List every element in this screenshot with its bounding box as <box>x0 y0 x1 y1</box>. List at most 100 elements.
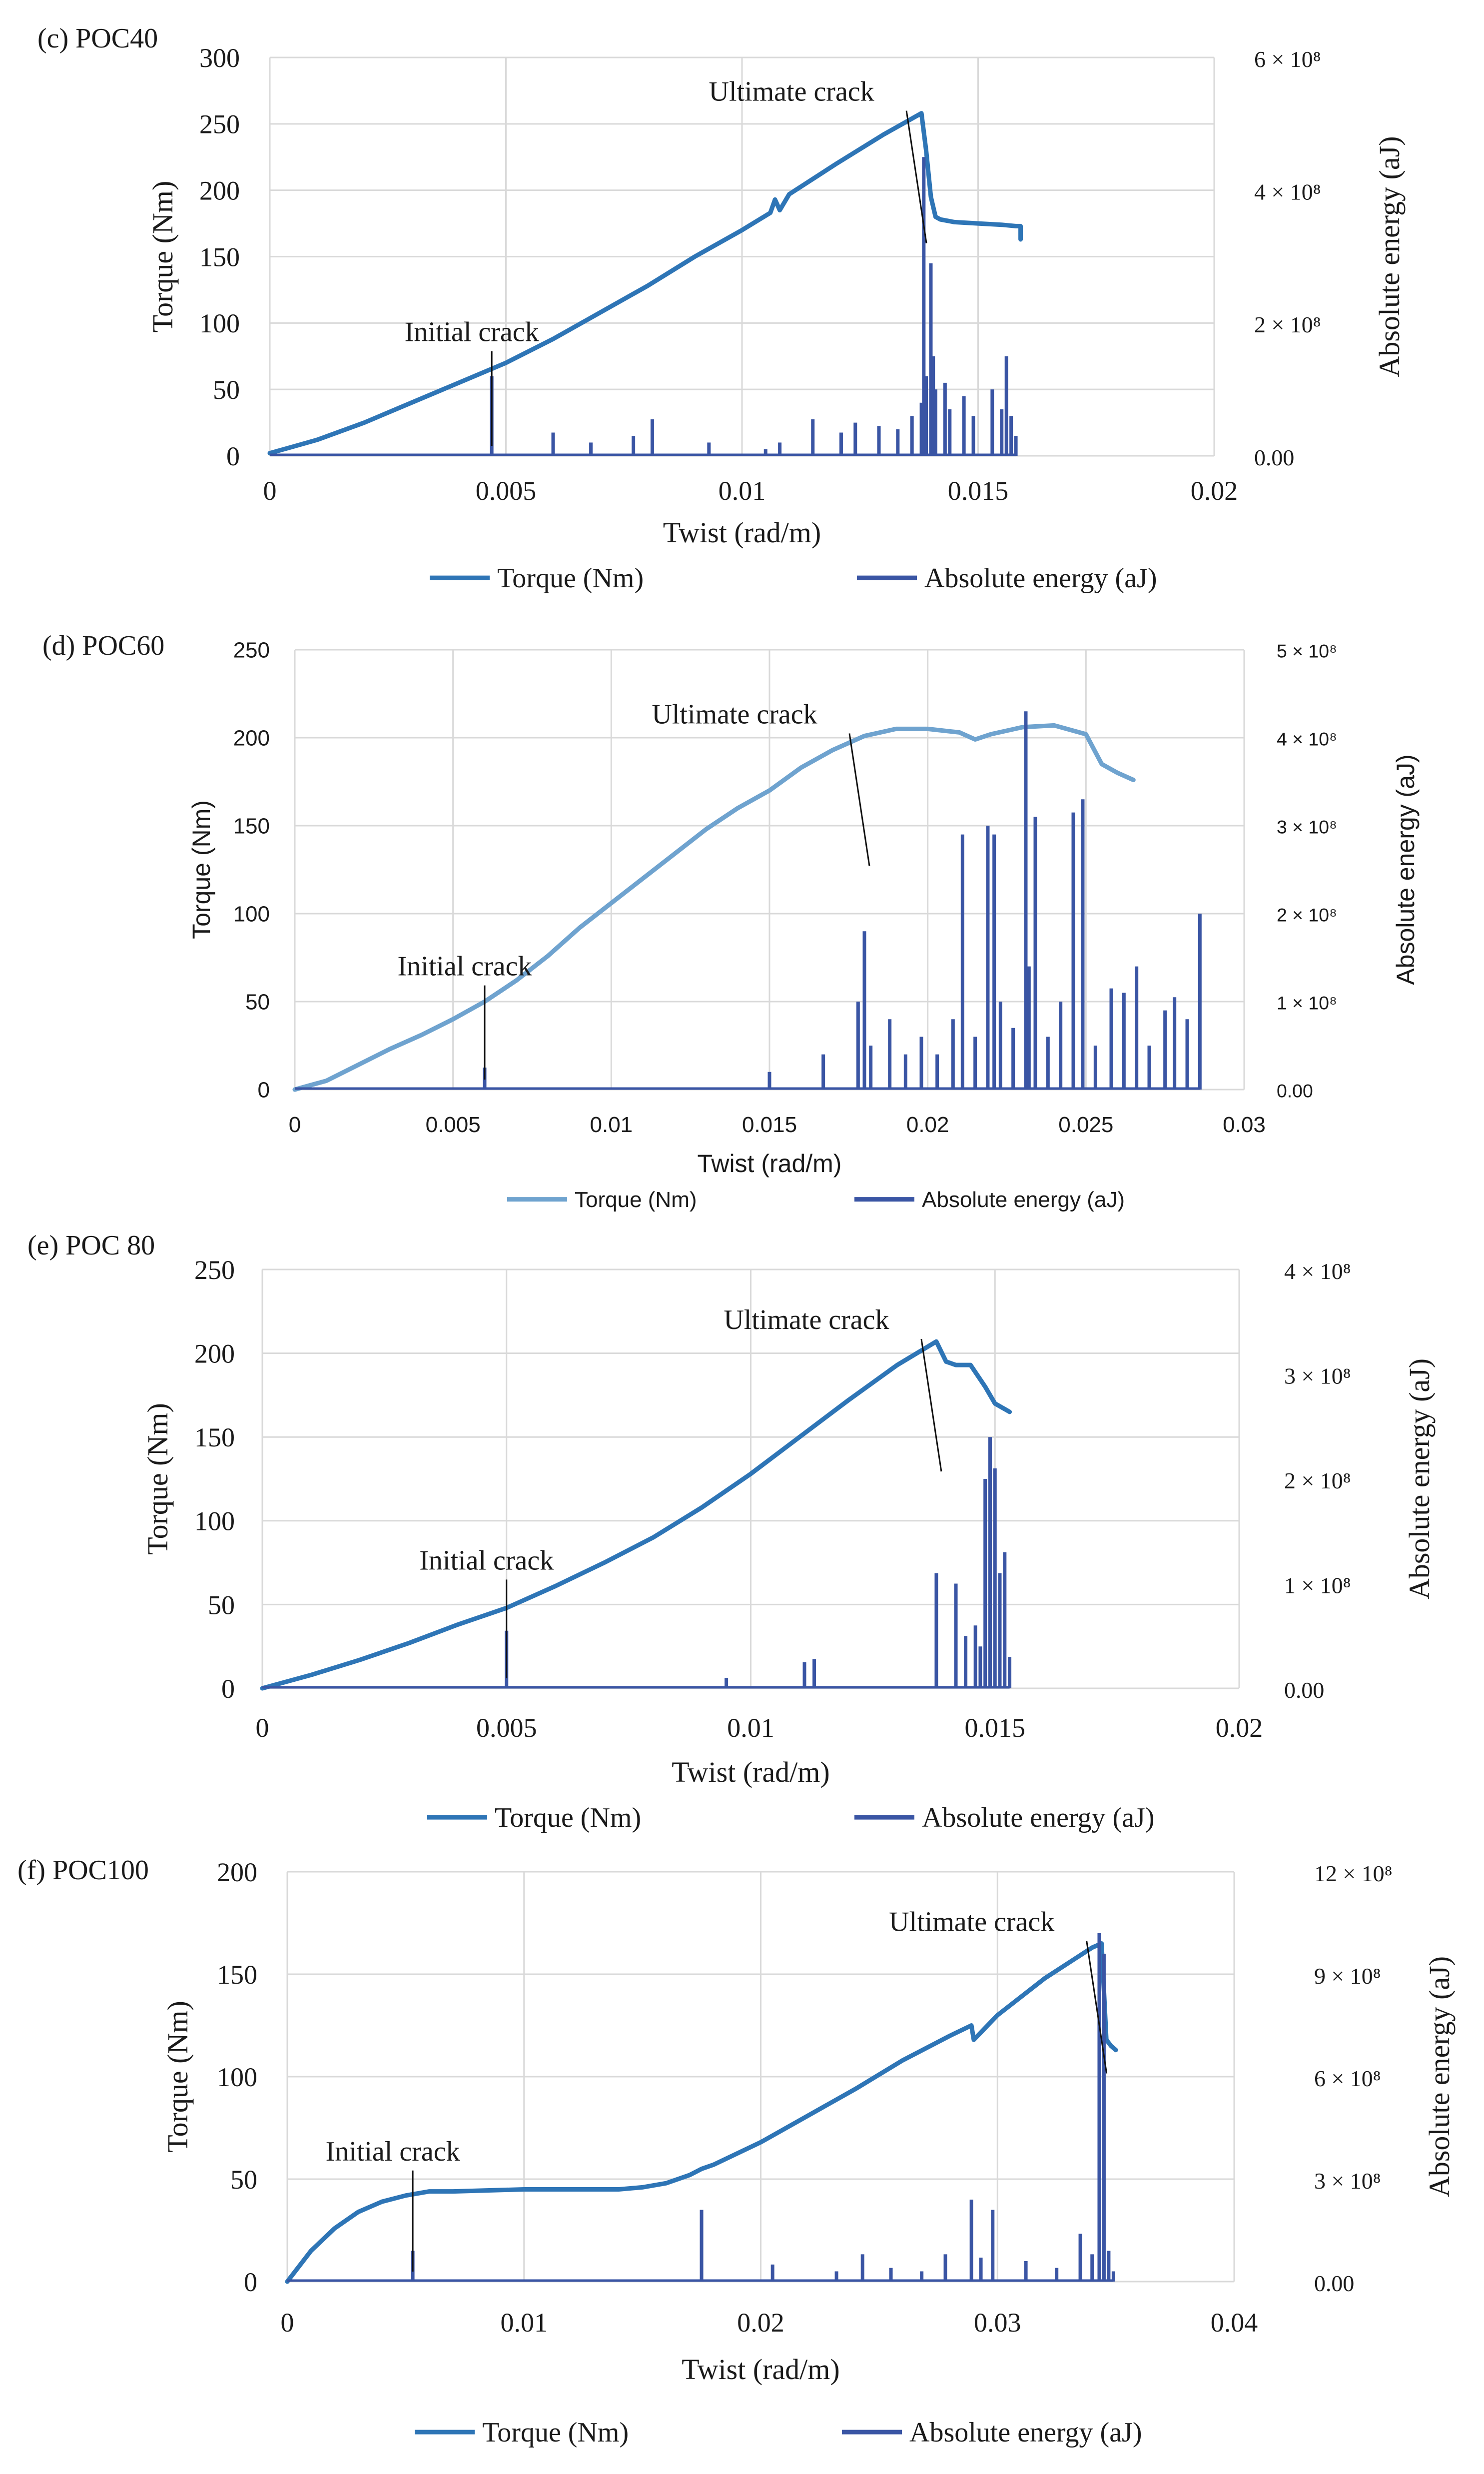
y-tick-label: 100 <box>199 308 240 338</box>
annotation-label: Ultimate crack <box>652 699 817 730</box>
y-tick-label: 0 <box>226 441 240 471</box>
legend-label: Torque (Nm) <box>495 1802 641 1833</box>
chart-panel-e: 0 0.005 0.01 0.015 0.02 0 50 100 150 200 250 0.00 1 … <box>27 1230 1436 1833</box>
y-tick-label: 150 <box>233 814 270 838</box>
torque-line <box>260 1339 1012 1691</box>
y2-tick-label: 0.00 <box>1314 2271 1354 2296</box>
y2-tick-label: 12 × 10⁸ <box>1314 1861 1393 1886</box>
y2-tick-label: 5 × 10⁸ <box>1277 640 1337 661</box>
y2-axis-label: Absolute energy (aJ) <box>1392 754 1420 985</box>
legend: Torque (Nm) Absolute energy (aJ) <box>507 1188 1125 1212</box>
annotation-label: Initial crack <box>326 2136 460 2167</box>
x-tick-label: 0.03 <box>974 2308 1021 2338</box>
annotation-label: Initial crack <box>405 317 539 348</box>
y2-tick-label: 1 × 10⁸ <box>1277 992 1337 1013</box>
x-axis-label: Twist (rad/m) <box>698 1150 842 1178</box>
y2-tick-label: 4 × 10⁸ <box>1277 728 1337 749</box>
y-tick-label: 100 <box>217 2062 257 2092</box>
y2-tick-label: 0.00 <box>1254 445 1294 470</box>
chart-panel-c: 0 0.005 0.01 0.015 0.02 0 50 100 150 200 250 300 0.0… <box>37 23 1406 594</box>
y-tick-label: 50 <box>245 990 270 1014</box>
y-tick-label: 0 <box>221 1674 235 1704</box>
x-tick-label: 0.025 <box>1058 1113 1113 1137</box>
annotation-leader <box>920 1338 942 1472</box>
y2-tick-label: 4 × 10⁸ <box>1284 1258 1351 1284</box>
y-tick-label: 200 <box>199 176 240 206</box>
annotation-label: Ultimate crack <box>724 1304 889 1335</box>
legend: Torque (Nm) Absolute energy (aJ) <box>430 563 1157 594</box>
x-tick-label: 0.02 <box>1191 476 1238 506</box>
x-tick-label: 0 <box>281 2308 294 2338</box>
y2-axis-label: Absolute energy (aJ) <box>1373 136 1406 377</box>
panel-label: (d) POC60 <box>42 630 164 661</box>
x-tick-label: 0.01 <box>727 1713 774 1743</box>
x-tick-label: 0.005 <box>476 476 537 506</box>
y2-tick-label: 0.00 <box>1284 1677 1324 1703</box>
torque-line <box>285 1941 1118 2284</box>
legend-label: Torque (Nm) <box>497 563 644 594</box>
y-tick-label: 50 <box>208 1590 235 1620</box>
y-tick-label: 200 <box>233 726 270 750</box>
panel-label: (e) POC 80 <box>27 1230 155 1261</box>
y-axis-label: Torque (Nm) <box>146 181 179 333</box>
y2-tick-label: 2 × 10⁸ <box>1254 312 1321 337</box>
legend-label: Absolute energy (aJ) <box>924 563 1157 594</box>
x-axis-label: Twist (rad/m) <box>663 516 821 549</box>
y2-axis-label: Absolute energy (aJ) <box>1403 1358 1436 1599</box>
y-tick-label: 0 <box>258 1078 270 1102</box>
y2-tick-label: 0.00 <box>1277 1080 1313 1101</box>
y2-tick-label: 9 × 10⁸ <box>1314 1963 1381 1989</box>
legend: Torque (Nm) Absolute energy (aJ) <box>427 1802 1155 1833</box>
x-axis-label: Twist (rad/m) <box>682 2353 839 2386</box>
x-tick-label: 0.02 <box>1216 1713 1263 1743</box>
torque-line <box>292 723 1136 1092</box>
y-tick-label: 100 <box>233 902 270 926</box>
x-tick-label: 0.03 <box>1223 1113 1266 1137</box>
chart-panel-d: 0 0.005 0.01 0.015 0.02 0.025 0.03 0 50 100 150 200… <box>42 630 1420 1212</box>
y2-tick-label: 3 × 10⁸ <box>1284 1363 1351 1388</box>
y-tick-label: 250 <box>199 109 240 139</box>
y2-tick-label: 4 × 10⁸ <box>1254 179 1321 205</box>
y-tick-label: 50 <box>230 2165 257 2195</box>
y2-tick-label: 6 × 10⁸ <box>1254 46 1321 72</box>
y2-tick-label: 1 × 10⁸ <box>1284 1572 1351 1598</box>
annotation-label: Initial crack <box>398 951 532 982</box>
y-tick-label: 50 <box>213 375 240 405</box>
y2-tick-label: 3 × 10⁸ <box>1314 2168 1381 2194</box>
x-tick-label: 0 <box>289 1113 301 1137</box>
chart-panel-f: 0 0.01 0.02 0.03 0.04 0 50 100 150 200 0.00 3 × 10⁸… <box>17 1855 1456 2448</box>
y-tick-label: 200 <box>194 1339 235 1369</box>
panel-label: (c) POC40 <box>37 23 158 54</box>
y-tick-label: 150 <box>199 242 240 272</box>
y-tick-label: 300 <box>199 43 240 73</box>
y-tick-label: 250 <box>233 638 270 662</box>
y-tick-label: 0 <box>244 2267 257 2297</box>
torque-line <box>267 111 1023 456</box>
legend-label: Torque (Nm) <box>482 2417 629 2448</box>
y2-tick-label: 3 × 10⁸ <box>1277 816 1337 837</box>
annotation-label: Ultimate crack <box>889 1907 1054 1938</box>
y-axis-label: Torque (Nm) <box>141 1403 174 1555</box>
x-axis-label: Twist (rad/m) <box>672 1756 829 1788</box>
annotation-label: Initial crack <box>419 1545 554 1576</box>
legend-label: Absolute energy (aJ) <box>909 2417 1142 2448</box>
y-tick-label: 150 <box>194 1422 235 1452</box>
y-tick-label: 100 <box>194 1506 235 1536</box>
y-tick-label: 200 <box>217 1857 257 1887</box>
panel-label: (f) POC100 <box>17 1855 149 1886</box>
legend-label: Absolute energy (aJ) <box>922 1802 1155 1833</box>
x-tick-label: 0.015 <box>742 1113 797 1137</box>
x-tick-label: 0.01 <box>719 476 766 506</box>
y2-axis-label: Absolute energy (aJ) <box>1423 1956 1456 2197</box>
x-tick-label: 0.01 <box>501 2308 548 2338</box>
y-axis-label: Torque (Nm) <box>187 800 215 939</box>
legend-label: Absolute energy (aJ) <box>922 1188 1125 1212</box>
x-tick-label: 0.04 <box>1211 2308 1258 2338</box>
y-tick-label: 150 <box>217 1960 257 1990</box>
x-tick-label: 0 <box>256 1713 269 1743</box>
y2-tick-label: 2 × 10⁸ <box>1284 1468 1351 1493</box>
annotation-label: Ultimate crack <box>709 76 874 107</box>
y-tick-label: 250 <box>194 1255 235 1285</box>
annotation-leader <box>1086 1941 1108 2074</box>
x-tick-label: 0.02 <box>737 2308 784 2338</box>
